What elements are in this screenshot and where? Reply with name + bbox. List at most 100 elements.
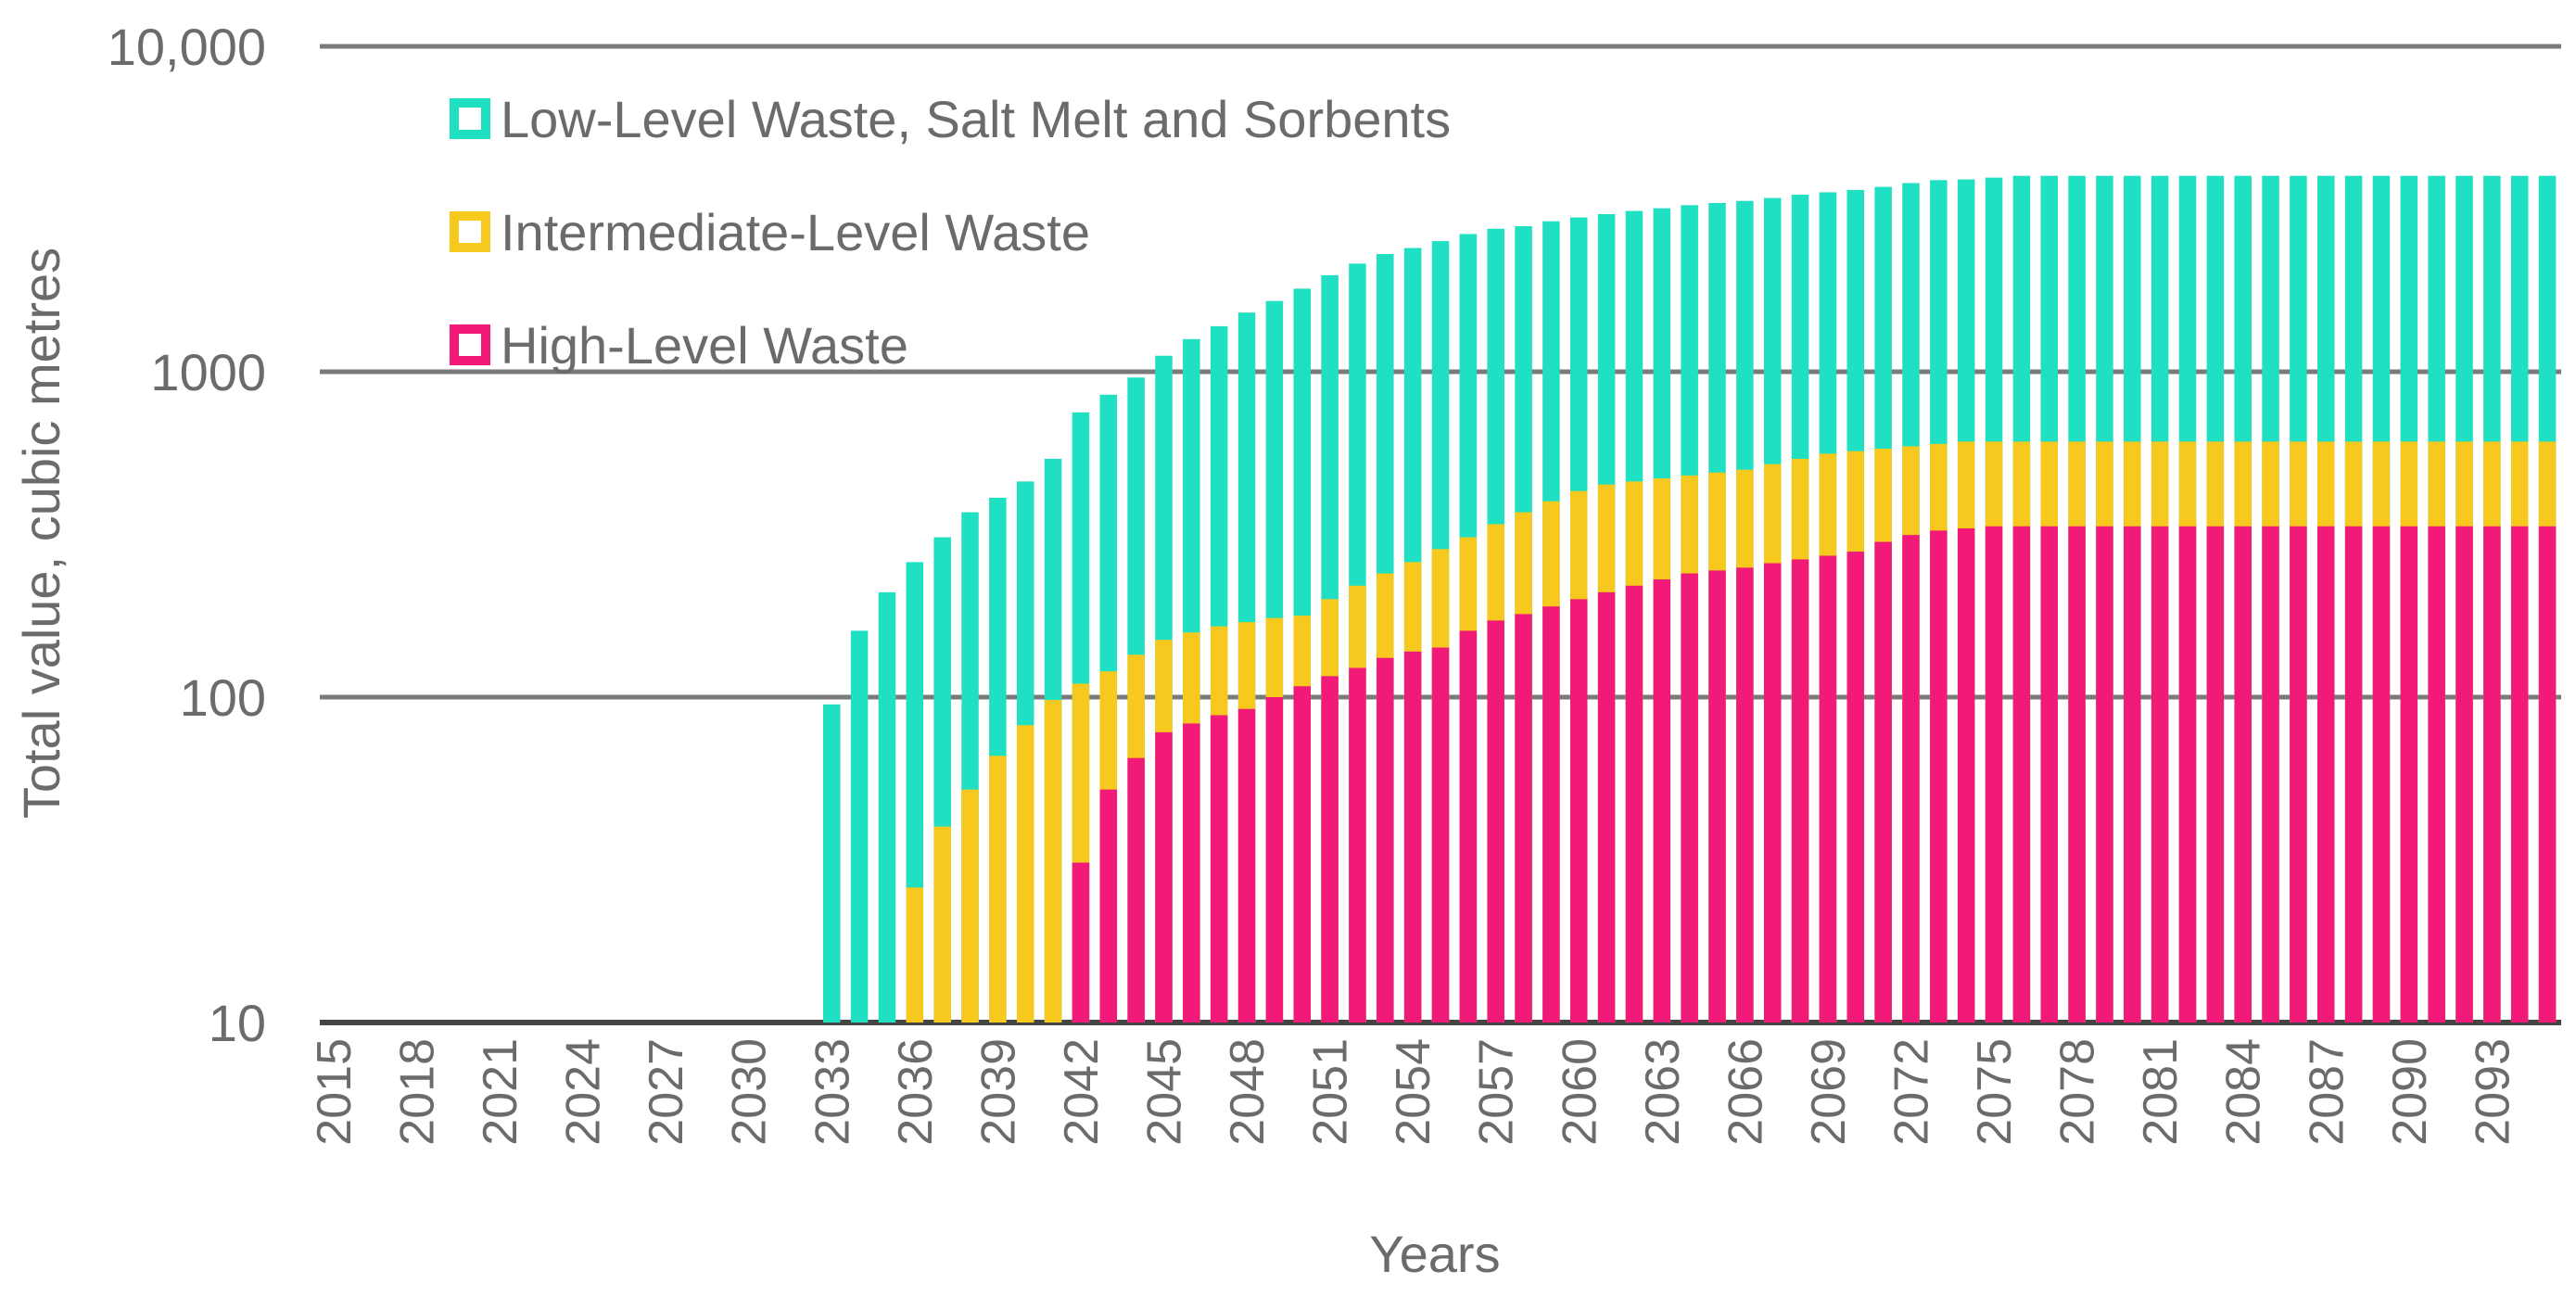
x-tick-label-2042: 2042 — [1055, 1038, 1109, 1146]
x-tick-label-2045: 2045 — [1137, 1038, 1191, 1146]
legend-label-1: Intermediate-Level Waste — [501, 203, 1090, 261]
x-tick-label-2072: 2072 — [1884, 1038, 1938, 1146]
x-tick-label-2078: 2078 — [2051, 1038, 2105, 1146]
x-tick-label-2090: 2090 — [2383, 1038, 2437, 1146]
x-tick-label-2081: 2081 — [2134, 1038, 2188, 1146]
bar-s2-2078 — [2068, 526, 2086, 1023]
x-tick-label-2048: 2048 — [1221, 1038, 1275, 1146]
bar-s2-2062 — [1625, 585, 1643, 1023]
x-tick-label-2051: 2051 — [1304, 1038, 1358, 1146]
bar-s2-2056 — [1459, 630, 1478, 1023]
legend-swatch-0 — [450, 98, 490, 139]
bar-s1-2038 — [961, 789, 979, 1023]
bar-s2-2080 — [2124, 526, 2141, 1023]
bar-s2-2085 — [2262, 526, 2279, 1023]
x-tick-label-2060: 2060 — [1553, 1038, 1606, 1146]
bar-s2-2053 — [1377, 657, 1394, 1023]
bar-s2-2058 — [1515, 614, 1532, 1023]
bar-s2-2055 — [1431, 647, 1450, 1023]
x-tick-label-2021: 2021 — [474, 1038, 527, 1146]
bar-s2-2095 — [2538, 526, 2557, 1023]
bars — [823, 175, 2557, 1023]
bar-s2-2084 — [2234, 526, 2252, 1023]
bar-s2-2094 — [2510, 526, 2529, 1023]
bar-s2-2070 — [1846, 552, 1865, 1023]
bar-s2-2045 — [1155, 731, 1173, 1023]
x-tick-label-2069: 2069 — [1802, 1038, 1856, 1146]
bar-s2-2046 — [1183, 723, 1200, 1023]
bar-s2-2082 — [2178, 526, 2197, 1023]
bar-s2-2092 — [2455, 526, 2473, 1023]
bar-s2-2081 — [2151, 526, 2169, 1023]
x-tick-label-2033: 2033 — [806, 1038, 859, 1146]
bar-s2-2057 — [1487, 620, 1504, 1023]
legend: Low-Level Waste, Salt Melt and Sorbents I… — [450, 90, 1451, 375]
bar-s2-2089 — [2372, 526, 2391, 1023]
bar-s2-2076 — [2012, 526, 2031, 1023]
bar-s2-2049 — [1265, 697, 1284, 1023]
bar-s2-2048 — [1237, 708, 1256, 1023]
bar-s2-2063 — [1653, 579, 1671, 1023]
bar-s2-2065 — [1708, 570, 1726, 1023]
bar-s2-2091 — [2428, 526, 2445, 1023]
x-tick-label-2039: 2039 — [971, 1038, 1025, 1146]
x-tick-label-2036: 2036 — [889, 1038, 943, 1146]
y-axis-title: Total value, cubic metres — [12, 248, 70, 819]
bar-s2-2061 — [1597, 591, 1616, 1023]
legend-swatch-2 — [450, 324, 490, 365]
bar-s2-2060 — [1570, 599, 1588, 1023]
bar-s0-2033 — [823, 704, 841, 1023]
y-tick-label-10: 10 — [209, 994, 266, 1052]
bar-s2-2052 — [1349, 667, 1366, 1023]
bar-s2-2066 — [1736, 567, 1754, 1023]
bar-s0-2035 — [878, 591, 896, 1023]
x-tick-label-2075: 2075 — [1968, 1038, 2022, 1146]
bar-s2-2079 — [2096, 526, 2113, 1023]
bar-s1-2039 — [989, 756, 1007, 1023]
legend-label-2: High-Level Waste — [501, 316, 908, 375]
bar-s2-2093 — [2483, 526, 2501, 1023]
bar-s2-2043 — [1099, 789, 1118, 1023]
y-tick-label-10000: 10,000 — [108, 18, 266, 76]
x-tick-label-2087: 2087 — [2300, 1038, 2354, 1146]
axes: 10 100 1000 10,000 2015 2018 2021 2024 2027 2030 2… — [108, 18, 2520, 1146]
bar-s1-2036 — [906, 887, 924, 1023]
x-tick-label-2024: 2024 — [557, 1038, 611, 1146]
bar-s2-2086 — [2290, 526, 2307, 1023]
bar-s2-2044 — [1127, 757, 1145, 1023]
bar-s2-2087 — [2317, 526, 2335, 1023]
bar-s2-2075 — [1985, 526, 2003, 1023]
bar-s2-2088 — [2344, 526, 2363, 1023]
bar-s2-2083 — [2206, 526, 2225, 1023]
x-tick-label-2084: 2084 — [2217, 1038, 2271, 1146]
x-tick-label-2054: 2054 — [1387, 1038, 1440, 1146]
bar-s2-2071 — [1874, 541, 1892, 1023]
x-tick-label-2018: 2018 — [390, 1038, 444, 1146]
bar-s2-2051 — [1321, 676, 1339, 1023]
bar-s1-2037 — [933, 826, 951, 1023]
x-tick-label-2063: 2063 — [1636, 1038, 1690, 1146]
bar-s1-2040 — [1016, 725, 1034, 1023]
y-tick-label-1000: 1000 — [150, 343, 266, 401]
bar-s2-2042 — [1072, 862, 1090, 1023]
x-tick-label-2027: 2027 — [640, 1038, 693, 1146]
x-tick-label-2030: 2030 — [723, 1038, 777, 1146]
bar-s2-2047 — [1210, 715, 1228, 1023]
x-axis-title: Years — [1369, 1225, 1500, 1283]
bar-s2-2073 — [1930, 530, 1948, 1023]
bar-s2-2074 — [1957, 528, 1975, 1023]
legend-label-0: Low-Level Waste, Salt Melt and Sorbents — [501, 90, 1451, 148]
x-tick-label-2093: 2093 — [2466, 1038, 2519, 1146]
bar-s2-2064 — [1681, 573, 1698, 1023]
bar-s2-2050 — [1293, 686, 1311, 1023]
bar-s2-2077 — [2040, 526, 2058, 1023]
bar-s0-2034 — [850, 630, 869, 1023]
bar-s2-2054 — [1403, 651, 1422, 1023]
bar-s2-2068 — [1791, 559, 1809, 1023]
bar-s2-2067 — [1763, 563, 1782, 1023]
bar-s2-2059 — [1542, 606, 1560, 1023]
x-tick-label-2066: 2066 — [1719, 1038, 1772, 1146]
bar-s1-2041 — [1044, 700, 1062, 1023]
